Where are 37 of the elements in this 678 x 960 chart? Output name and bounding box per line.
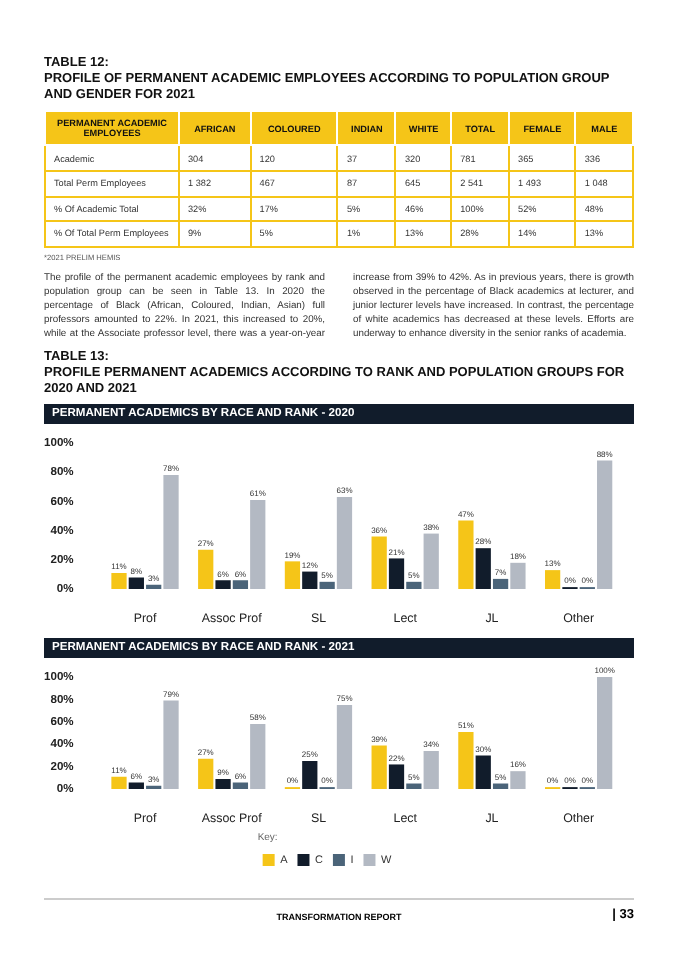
- bar: [163, 699, 179, 789]
- bar: [250, 723, 266, 789]
- bar: [423, 532, 439, 589]
- bar: [510, 562, 526, 589]
- bar: [128, 781, 144, 789]
- bar: [198, 549, 214, 589]
- bar: [597, 676, 613, 789]
- bar: [371, 744, 387, 789]
- bar: [475, 547, 491, 589]
- bar: [597, 459, 613, 589]
- bar: [371, 535, 387, 589]
- bar: [458, 731, 474, 789]
- bar: [215, 778, 231, 789]
- bar: [475, 754, 491, 789]
- bar: [388, 557, 405, 589]
- bar: [319, 581, 335, 589]
- bar: [492, 578, 509, 589]
- bar: [284, 560, 301, 589]
- bar: [232, 781, 249, 789]
- bar: [128, 576, 144, 589]
- bar: [198, 758, 214, 789]
- bar: [406, 581, 422, 589]
- bar: [510, 770, 526, 789]
- bar: [250, 499, 266, 589]
- bar: [302, 760, 318, 789]
- bar: [388, 763, 405, 789]
- bar: [423, 750, 439, 789]
- bar: [232, 579, 249, 589]
- bar: [111, 572, 127, 589]
- bar: [111, 776, 127, 789]
- bar: [458, 519, 474, 589]
- bar: [215, 579, 231, 589]
- bar: [544, 569, 561, 589]
- bar: [163, 474, 179, 589]
- bar: [336, 704, 353, 789]
- bar: [336, 496, 353, 589]
- bar: [302, 570, 318, 589]
